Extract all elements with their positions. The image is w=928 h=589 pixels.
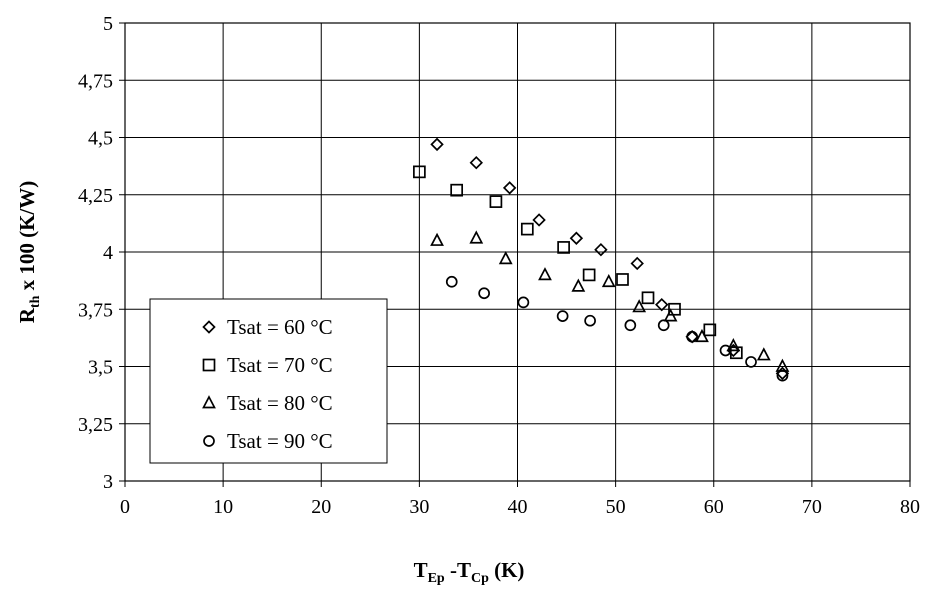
data-point-square <box>520 222 534 236</box>
data-point-square <box>489 195 503 208</box>
y-tick-label: 3,75 <box>78 299 113 321</box>
legend-marker-square <box>202 358 216 372</box>
y-tick-label: 3,25 <box>78 414 113 436</box>
data-point-triangle <box>571 278 586 292</box>
data-point-square <box>668 302 681 316</box>
legend-marker-circle <box>203 435 215 447</box>
y-tick-label: 3,5 <box>88 357 113 379</box>
data-point-circle <box>745 356 757 368</box>
data-point-circle <box>584 314 596 327</box>
data-point-diamond <box>469 155 483 170</box>
y-tick-label: 5 <box>103 13 113 35</box>
y-axis-title: Rth x 100 (K/W) <box>15 181 43 324</box>
y-title-sub: th <box>28 295 43 308</box>
axis-ticks <box>119 22 911 487</box>
data-point-circle <box>719 344 732 357</box>
data-point-triangle <box>663 308 678 322</box>
y-title-tail: x 100 (K/W) <box>15 181 39 296</box>
data-point-square <box>641 291 655 305</box>
legend-label: Tsat = 80 °C <box>227 391 333 415</box>
data-point-square <box>582 268 596 282</box>
data-point-triangle <box>632 299 647 313</box>
data-point-diamond <box>532 213 546 227</box>
data-point-triangle <box>775 358 790 372</box>
data-point-diamond <box>430 137 444 152</box>
y-axis-tick-labels: 3 3,25 3,5 3,75 4 4,25 4,5 4,75 5 <box>78 13 113 493</box>
data-points <box>413 137 790 382</box>
x-tick-label: 30 <box>409 496 429 518</box>
data-point-circle <box>624 319 637 332</box>
x-axis-title: TEp -TCp (K) <box>414 558 525 586</box>
x-title-sub-1: Ep <box>428 571 445 586</box>
data-point-square <box>450 183 464 197</box>
legend-label: Tsat = 60 °C <box>227 315 333 339</box>
data-point-triangle <box>695 328 709 343</box>
data-point-triangle <box>469 230 484 244</box>
data-point-circle <box>517 296 530 309</box>
data-point-diamond <box>630 256 644 271</box>
data-point-triangle <box>726 338 741 352</box>
y-tick-label: 4,75 <box>78 70 113 92</box>
data-point-circle <box>556 310 569 322</box>
legend-marker-triangle <box>202 395 216 409</box>
data-point-triangle <box>498 251 513 265</box>
x-tick-label: 70 <box>802 496 822 518</box>
data-point-triangle <box>756 347 771 361</box>
y-title-main: R <box>15 307 39 323</box>
x-tick-label: 80 <box>900 496 920 518</box>
legend-label: Tsat = 70 °C <box>227 353 333 377</box>
data-point-diamond <box>594 243 608 257</box>
x-tick-label: 0 <box>120 496 130 518</box>
y-tick-label: 3 <box>103 471 113 493</box>
data-point-triangle <box>601 273 616 288</box>
x-tick-label: 10 <box>213 496 233 518</box>
data-point-square <box>557 241 570 254</box>
data-point-circle <box>657 319 670 332</box>
x-title-mid: -T <box>445 558 471 582</box>
x-tick-label: 40 <box>508 496 528 518</box>
x-tick-label: 50 <box>606 496 626 518</box>
data-point-square <box>703 323 717 337</box>
data-point-triangle <box>430 232 444 246</box>
x-title-main-1: T <box>414 558 428 582</box>
x-tick-label: 20 <box>311 496 331 518</box>
x-tick-label: 60 <box>704 496 724 518</box>
data-point-circle <box>445 275 458 288</box>
x-title-sub-2: Cp <box>471 571 489 586</box>
data-point-diamond <box>655 297 669 312</box>
x-axis-tick-labels: 0 10 20 30 40 50 60 70 80 <box>120 496 920 518</box>
y-tick-label: 4 <box>103 242 113 264</box>
data-point-diamond <box>569 231 584 245</box>
data-point-square <box>616 273 629 286</box>
data-point-diamond <box>502 181 517 195</box>
data-point-triangle <box>538 267 552 281</box>
y-tick-label: 4,5 <box>88 128 113 150</box>
legend: Tsat = 60 °C Tsat = 70 °C Tsat = 80 °C Tsat… <box>149 298 388 464</box>
legend-marker-diamond <box>202 320 216 334</box>
x-title-tail: (K) <box>489 558 525 582</box>
legend-label: Tsat = 90 °C <box>227 429 333 453</box>
data-point-circle <box>776 369 789 382</box>
data-point-circle <box>478 287 490 300</box>
data-point-square <box>413 165 426 179</box>
data-point-circle <box>686 330 699 343</box>
y-tick-label: 4,25 <box>78 185 113 207</box>
legend-box <box>149 298 388 464</box>
